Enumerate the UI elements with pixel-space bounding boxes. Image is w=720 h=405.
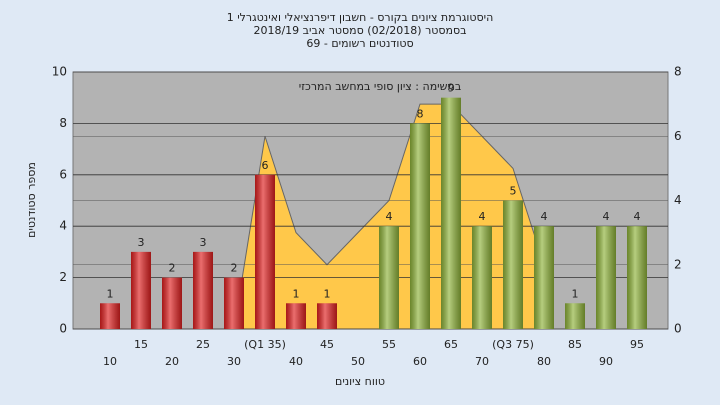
bar-shine [410, 123, 430, 330]
value-label: 4 [634, 210, 641, 223]
chart-subtitle: סטודנטים רשומים - 69 [306, 37, 413, 50]
value-label: 6 [262, 159, 269, 172]
y-tick-label: 4 [59, 219, 67, 233]
plot: במשימה : ציון סופי במחשב המרכזי 1 3 2 3 2 6 1 1 4… [73, 71, 668, 330]
value-label: 4 [386, 210, 393, 223]
bar-shine [286, 303, 306, 329]
bar-shine [224, 277, 244, 329]
y2-tick-label: 0 [674, 322, 682, 336]
x-tick-label: 55 [382, 338, 396, 351]
value-label: 4 [541, 210, 548, 223]
value-label: 1 [293, 287, 300, 300]
x-tick-label: 40 [289, 355, 303, 368]
x-tick-label: 85 [568, 338, 582, 351]
value-label: 3 [138, 236, 145, 249]
x-tick-label: 70 [475, 355, 489, 368]
y-tick-label: 10 [52, 65, 67, 79]
annotation: במשימה : ציון סופי במחשב המרכזי [299, 80, 462, 93]
value-label: 8 [417, 107, 424, 120]
bar-shine [379, 226, 399, 329]
x-tick-label: 60 [413, 355, 427, 368]
bar-shine [100, 303, 120, 329]
x-tick-label: (Q1 35) [244, 338, 286, 351]
y2-tick-label: 8 [674, 65, 682, 79]
y-tick-label: 8 [59, 116, 67, 130]
bar-shine [596, 226, 616, 329]
bar-shine [317, 303, 337, 329]
x-tick-label: 15 [134, 338, 148, 351]
y-tick-label: 0 [59, 322, 67, 336]
x-tick-label: 20 [165, 355, 179, 368]
bar-shine [627, 226, 647, 329]
y2-tick-label: 4 [674, 193, 682, 207]
value-label: 2 [231, 262, 238, 275]
value-label: 1 [572, 287, 579, 300]
x-tick-label: 50 [351, 355, 365, 368]
y-tick-label: 6 [59, 167, 67, 181]
value-label: 9 [448, 82, 455, 95]
y2-tick-label: 2 [674, 257, 682, 271]
x-tick-label: 45 [320, 338, 334, 351]
x-tick-label: 95 [630, 338, 644, 351]
value-label: 5 [510, 185, 517, 198]
value-label: 4 [603, 210, 610, 223]
bar-shine [472, 226, 492, 329]
bar-shine [255, 174, 275, 329]
bar-shine [565, 303, 585, 329]
bar-shine [193, 251, 213, 329]
x-tick-label: 10 [103, 355, 117, 368]
x-tick-label: 25 [196, 338, 210, 351]
value-label: 3 [200, 236, 207, 249]
bar-shine [441, 97, 461, 329]
bar-shine [162, 277, 182, 329]
y2-tick-label: 6 [674, 129, 682, 143]
chart-subtitle: בסמסטר (02/2018) סמסטר אביב 2018/19 [253, 24, 466, 37]
value-label: 1 [324, 287, 331, 300]
x-tick-label: 90 [599, 355, 613, 368]
x-tick-label: 65 [444, 338, 458, 351]
chart-title: היסטוגרמת ציונים בקורס - חשבון דיפרנציאל… [227, 11, 494, 24]
bar-shine [503, 200, 523, 329]
bar-shine [131, 251, 151, 329]
y-axis-label: מספר סטודנטים [25, 162, 38, 238]
value-label: 4 [479, 210, 486, 223]
value-label: 1 [107, 287, 114, 300]
x-tick-label: 80 [537, 355, 551, 368]
value-label: 2 [169, 262, 176, 275]
x-axis-label: טווח ציונים [335, 375, 385, 388]
bar-shine [534, 226, 554, 329]
y-tick-label: 2 [59, 270, 67, 284]
x-tick-label: 30 [227, 355, 241, 368]
x-tick-label: (Q3 75) [492, 338, 534, 351]
